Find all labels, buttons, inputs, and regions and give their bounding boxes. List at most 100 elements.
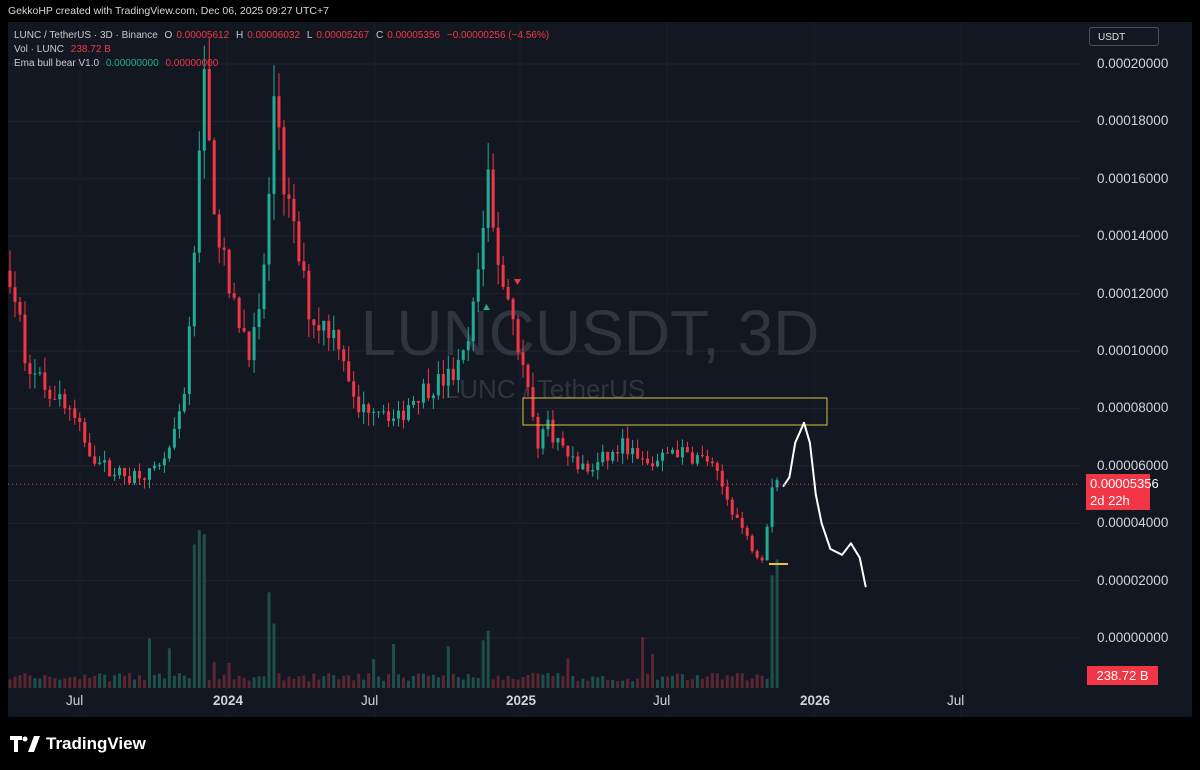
candle xyxy=(78,412,82,432)
candle xyxy=(446,355,450,398)
legend-symbol[interactable]: LUNC / TetherUS · 3D · Binance xyxy=(14,30,158,41)
candle-body xyxy=(576,456,580,470)
candle xyxy=(63,388,67,415)
candle xyxy=(322,320,326,346)
volume-bar xyxy=(93,675,97,688)
volume-bar xyxy=(631,681,635,688)
volume-label[interactable]: Vol · LUNC xyxy=(14,44,65,55)
candle-body xyxy=(392,418,396,421)
volume-bar xyxy=(700,678,704,688)
candle-body xyxy=(675,449,679,458)
volume-bar xyxy=(710,672,714,688)
resistance-zone-box[interactable] xyxy=(522,397,828,426)
candle xyxy=(152,461,156,471)
last-price-value: 0.00005356 xyxy=(1090,476,1159,491)
candle xyxy=(28,354,32,389)
volume-bar xyxy=(611,680,615,688)
volume-bar xyxy=(357,673,361,688)
tradingview-logo[interactable]: TradingView xyxy=(10,734,146,754)
candle xyxy=(770,478,774,533)
volume-bar xyxy=(436,677,440,688)
volume-bar xyxy=(456,677,460,688)
candle-body xyxy=(382,411,386,413)
candle-body xyxy=(541,429,545,449)
candle-body xyxy=(740,518,744,528)
candle-body xyxy=(63,394,67,409)
candle xyxy=(372,408,376,426)
volume-bar xyxy=(18,675,22,688)
candle-body xyxy=(700,455,704,457)
volume-bar xyxy=(212,661,216,688)
candle-body xyxy=(646,458,650,464)
volume-bar xyxy=(142,680,146,688)
candle xyxy=(775,477,779,492)
candle xyxy=(33,359,37,389)
candle xyxy=(172,417,176,450)
candle xyxy=(38,367,42,376)
candle xyxy=(157,462,161,470)
volume-bar xyxy=(172,675,176,688)
candle xyxy=(531,372,535,421)
candle-body xyxy=(372,411,376,413)
candle xyxy=(406,398,410,422)
candle-body xyxy=(421,383,425,403)
price-axis-area[interactable] xyxy=(1080,22,1192,717)
candle xyxy=(755,549,759,560)
candle xyxy=(730,497,734,521)
candle xyxy=(282,120,286,216)
candle xyxy=(725,479,729,506)
y-tick-label: 0.00006000 xyxy=(1097,457,1169,473)
volume-bar xyxy=(167,648,171,688)
watermark-subtitle: LUNC / TetherUS xyxy=(445,374,645,404)
projection-drawing[interactable] xyxy=(782,421,867,588)
indicator-label[interactable]: Ema bull bear V1.0 xyxy=(14,58,100,69)
x-tick-label: Jul xyxy=(361,693,379,708)
candle-body xyxy=(257,309,261,328)
candle xyxy=(392,409,396,427)
x-tick-label: Jul xyxy=(947,693,965,708)
candle-body xyxy=(227,249,231,294)
high-value: 0.00006032 xyxy=(247,30,301,41)
open-value: 0.00005612 xyxy=(176,30,230,41)
candle xyxy=(710,457,714,467)
candle xyxy=(670,447,674,455)
candle-body xyxy=(33,373,37,375)
candle xyxy=(18,297,22,322)
candle-body xyxy=(128,476,132,484)
candle-body xyxy=(187,326,191,394)
candle xyxy=(53,385,57,401)
candle xyxy=(476,252,480,313)
volume-bar xyxy=(441,675,445,688)
candle xyxy=(133,468,137,486)
candle-body xyxy=(177,411,181,429)
candle-body xyxy=(367,404,371,413)
candle xyxy=(705,449,709,466)
volume-bar xyxy=(760,675,764,688)
volume-bar xyxy=(621,680,625,688)
candle xyxy=(217,209,221,264)
y-tick-label: 0.00018000 xyxy=(1097,113,1169,129)
candle-body xyxy=(58,394,62,400)
candle-body xyxy=(661,452,665,461)
candle xyxy=(491,153,495,232)
volume-bar xyxy=(551,675,555,688)
volume-bar xyxy=(53,678,57,688)
volume-bar xyxy=(616,681,620,688)
volume-bar xyxy=(28,675,32,688)
candle-body xyxy=(73,408,77,418)
x-tick-label: Jul xyxy=(66,693,84,708)
candle xyxy=(591,463,595,477)
candle xyxy=(48,385,52,407)
volume-bar xyxy=(750,678,754,688)
candle-body xyxy=(23,314,27,364)
volume-bar xyxy=(466,673,470,688)
candle xyxy=(536,412,540,459)
volume-bar xyxy=(292,678,296,688)
volume-bar xyxy=(48,676,52,688)
candle xyxy=(606,451,610,470)
close-value: 0.00005356 xyxy=(387,30,441,41)
candle-body xyxy=(526,364,530,388)
tradingview-logo-text: TradingView xyxy=(46,734,146,753)
currency-selector[interactable]: USDT xyxy=(1089,27,1159,46)
